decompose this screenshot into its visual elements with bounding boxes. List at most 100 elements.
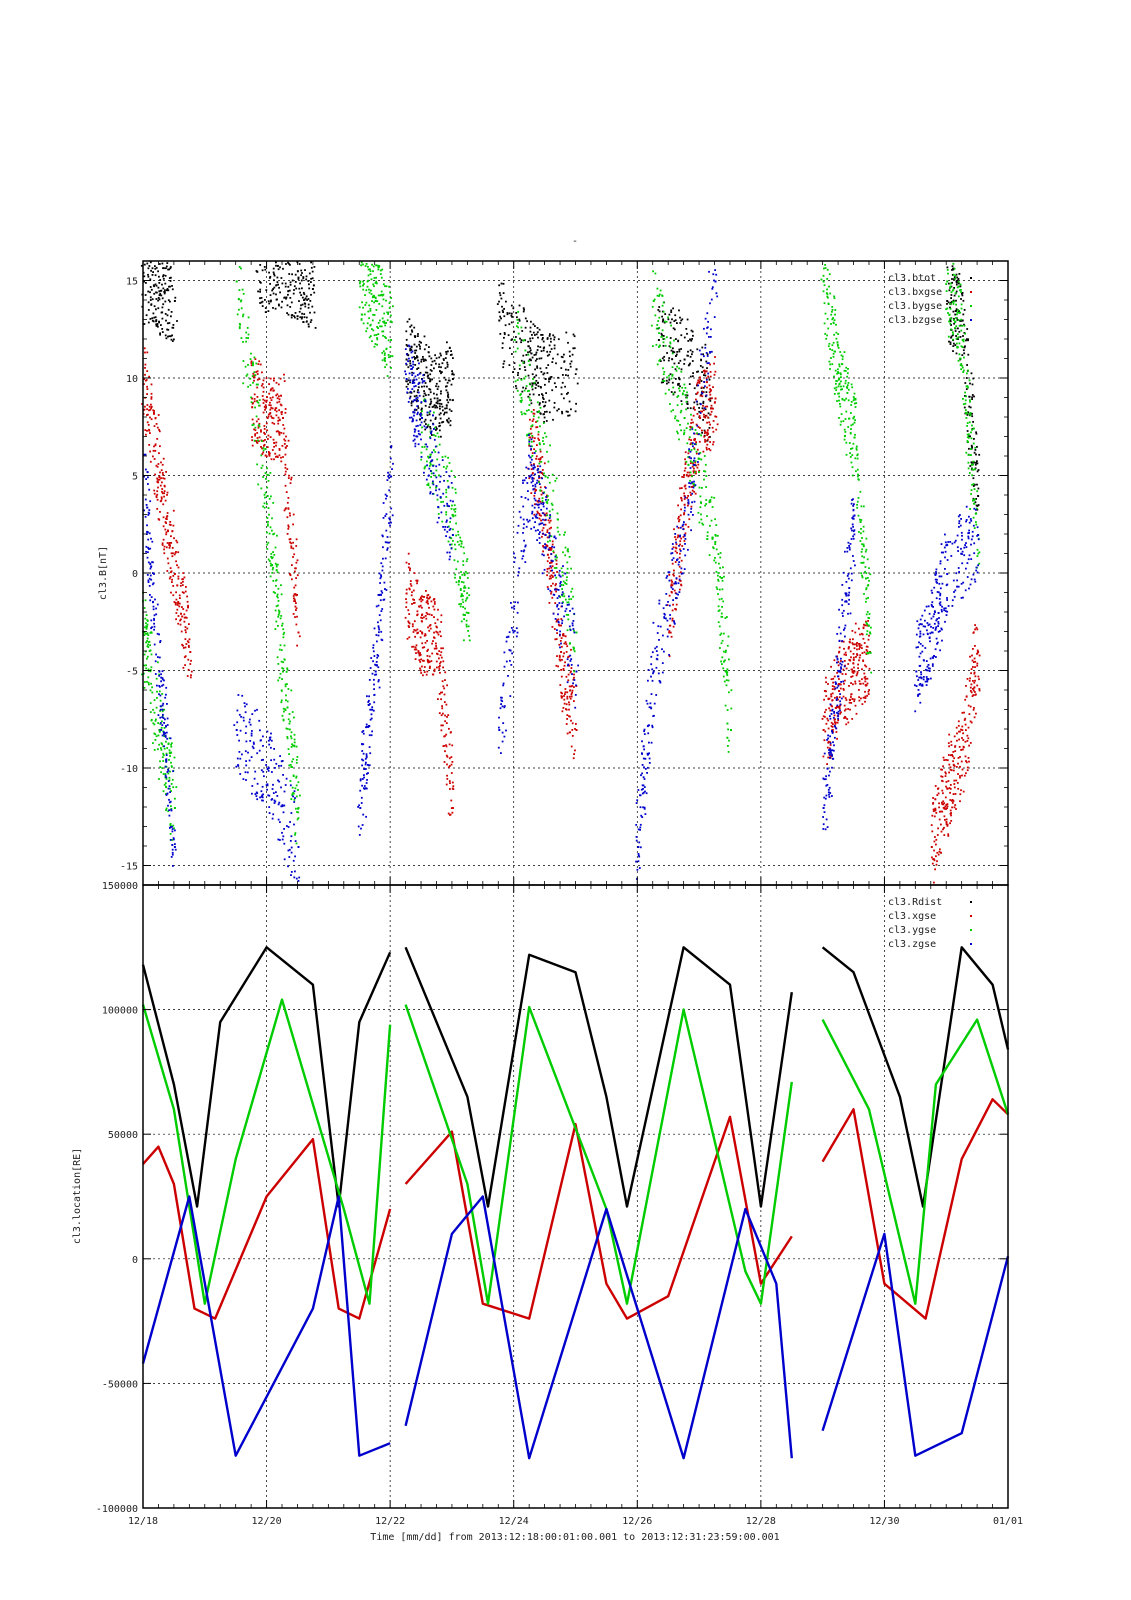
data-point [298, 300, 300, 302]
data-point [548, 353, 551, 356]
data-point [388, 307, 391, 309]
data-point [962, 732, 964, 735]
data-point [553, 338, 556, 341]
data-point [565, 651, 568, 653]
data-point [855, 448, 858, 451]
data-point [442, 409, 444, 412]
data-point [287, 527, 290, 530]
data-point [501, 305, 503, 308]
data-point [850, 401, 853, 403]
data-point [147, 273, 149, 276]
data-point [283, 509, 286, 512]
data-point [704, 343, 707, 346]
data-point [856, 506, 859, 509]
data-point [178, 602, 181, 605]
data-point [568, 703, 571, 706]
data-point [259, 281, 262, 284]
data-point [847, 663, 850, 665]
data-point [832, 681, 834, 684]
data-point [961, 737, 963, 739]
data-point [444, 455, 447, 458]
data-point [828, 342, 831, 345]
data-point [724, 659, 726, 662]
data-point [549, 333, 551, 335]
data-point [971, 695, 974, 697]
data-point [267, 474, 270, 476]
data-point [973, 451, 976, 454]
data-point [144, 681, 146, 683]
data-point [685, 328, 688, 330]
data-point [268, 383, 270, 385]
data-point [574, 749, 576, 752]
data-point [657, 339, 660, 341]
data-point [184, 626, 187, 628]
data-point [242, 382, 245, 385]
data-point [838, 378, 841, 380]
data-point [413, 395, 416, 398]
data-point [706, 386, 708, 389]
data-point [972, 648, 974, 650]
data-point [566, 576, 568, 579]
data-point [976, 446, 978, 448]
data-point [865, 597, 868, 600]
data-point [416, 614, 418, 617]
data-point [671, 581, 673, 583]
data-point [280, 404, 283, 407]
data-point [147, 290, 150, 293]
magnetic-field-data-points [140, 261, 981, 884]
data-point [441, 362, 444, 365]
data-point [837, 661, 840, 663]
data-point [680, 370, 683, 373]
data-point [957, 285, 960, 288]
data-point [290, 735, 292, 738]
data-point [533, 437, 536, 440]
data-point [369, 309, 372, 312]
data-point [284, 683, 287, 686]
data-point [265, 289, 268, 291]
data-point [680, 368, 683, 371]
data-point [976, 664, 979, 667]
data-point [310, 319, 313, 321]
data-point [164, 300, 167, 303]
data-point [169, 755, 171, 757]
data-point [728, 691, 730, 694]
data-point [287, 439, 290, 442]
data-point [440, 724, 443, 727]
data-point [690, 462, 692, 464]
data-point [531, 452, 534, 454]
data-point [295, 607, 298, 610]
data-point [372, 329, 375, 332]
data-point [678, 438, 680, 441]
data-point [235, 280, 238, 283]
data-point [566, 567, 569, 570]
data-point [934, 836, 936, 838]
data-point [551, 626, 554, 628]
data-point [146, 619, 149, 621]
data-point [154, 719, 157, 722]
data-point [685, 460, 688, 463]
data-point [680, 487, 683, 489]
data-point [691, 461, 694, 464]
data-point [704, 374, 707, 377]
data-point [710, 407, 712, 410]
data-point [159, 722, 162, 724]
data-point [574, 373, 577, 375]
data-point [160, 294, 163, 297]
data-point [974, 624, 976, 626]
data-point [662, 335, 665, 337]
data-point [953, 300, 956, 303]
data-point [959, 320, 962, 322]
data-point [259, 297, 261, 300]
data-point [454, 573, 457, 576]
data-point [270, 564, 272, 567]
data-point [543, 413, 545, 415]
data-point [162, 752, 165, 755]
data-point [953, 757, 955, 760]
data-point [149, 711, 152, 713]
data-point [411, 625, 414, 628]
data-point [429, 419, 432, 422]
data-point [292, 595, 295, 597]
data-point [144, 373, 146, 376]
data-point [709, 413, 712, 416]
data-point [851, 698, 854, 701]
